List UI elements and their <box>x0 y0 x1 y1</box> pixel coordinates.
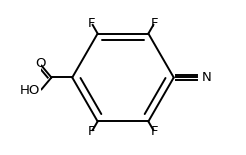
Text: N: N <box>202 71 211 84</box>
Text: F: F <box>88 17 95 30</box>
Text: F: F <box>151 125 158 138</box>
Text: HO: HO <box>19 84 40 97</box>
Text: F: F <box>151 17 158 30</box>
Text: O: O <box>35 57 45 70</box>
Text: F: F <box>88 125 95 138</box>
